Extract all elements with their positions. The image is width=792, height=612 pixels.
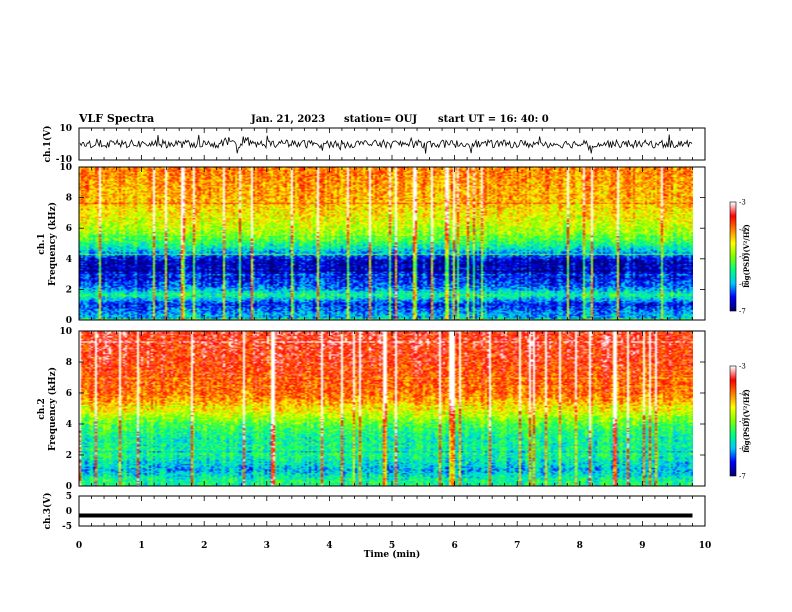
ch2-spectrogram-image: [79, 331, 693, 486]
ch3-ytick-top: 5: [66, 492, 72, 502]
frequency-tick-label: 10: [59, 163, 72, 173]
time-tick-label: 3: [264, 541, 270, 551]
frequency-tick-label: 0: [66, 316, 72, 326]
ch2-spectrogram-ylabel-ch: ch.2: [37, 398, 47, 419]
figure-title: VLF Spectra: [78, 112, 154, 125]
ch1-spectrogram-ylabel-ch: ch.1: [37, 233, 47, 254]
frequency-tick-label: 6: [66, 224, 72, 234]
colorbar-tick-label: -6: [739, 280, 746, 288]
date-label: Jan. 21, 2023: [250, 114, 325, 125]
ch1-spectrogram-image: [79, 167, 693, 320]
ch1-colorbar-ticks: -3 -4 -5 -6 -7: [739, 199, 746, 316]
ch1-colorbar-label: log(PSD)(V²/Hz): [742, 224, 751, 288]
colorbar-tick-label: -5: [739, 253, 746, 261]
ch1-spectrogram-yticks: 0 2 4 6 8 10: [59, 163, 705, 326]
ch1-waveform-trace: [79, 134, 693, 154]
colorbar-tick-label: -3: [739, 363, 746, 371]
time-tick-label: 0: [76, 541, 82, 551]
colorbar-tick-label: -3: [739, 199, 746, 207]
ch1-waveform-ylabel: ch.1(V): [42, 126, 53, 163]
ch3-ytick-mid: 0: [66, 507, 72, 517]
time-tick-label: 9: [639, 541, 645, 551]
frequency-tick-label: 10: [59, 327, 72, 337]
frequency-tick-label: 2: [66, 451, 72, 461]
cb1-gradient: [730, 202, 736, 311]
time-tick-label: 1: [138, 541, 144, 551]
start-time-label: start UT = 16: 40: 0: [438, 114, 549, 125]
ch1-ytick-top: 10: [59, 124, 72, 134]
frequency-tick-label: 8: [66, 358, 72, 368]
frequency-tick-label: 2: [66, 285, 72, 295]
colorbar-tick-label: -4: [739, 390, 746, 398]
time-axis-ticks: [78, 128, 706, 526]
frequency-tick-label: 4: [66, 255, 72, 265]
time-tick-label: 5: [389, 541, 395, 551]
frequency-tick-label: 8: [66, 194, 72, 204]
time-axis-label: Time (min): [364, 549, 421, 560]
ch2-colorbar-ticks: -3 -4 -5 -6 -7: [739, 363, 746, 481]
station-label: station= OUJ: [344, 114, 417, 125]
time-tick-label: 8: [577, 541, 583, 551]
colorbar-tick-label: -6: [739, 445, 746, 453]
ch1-ytick-bottom: -10: [56, 155, 72, 165]
time-tick-label: 2: [201, 541, 207, 551]
time-tick-label: 4: [326, 541, 332, 551]
colorbar-tick-label: -7: [739, 308, 746, 316]
ch1-spectrogram-ylabel-freq: Frequency (kHz): [47, 202, 58, 286]
cb2-gradient: [730, 366, 736, 476]
time-tick-label: 6: [451, 541, 457, 551]
time-axis-tick-labels: 0 1 2 3 4 5 6 7 8 9 10: [76, 541, 711, 551]
colorbar-tick-label: -4: [739, 226, 746, 234]
ch3-waveform-ylabel: ch.3(V): [42, 493, 53, 530]
colorbar-tick-label: -5: [739, 418, 746, 426]
frequency-tick-label: 0: [66, 482, 72, 492]
ch2-spectrogram-yticks: 0 2 4 6 8 10: [59, 327, 705, 492]
colorbar-tick-label: -7: [739, 473, 746, 481]
ch3-ytick-bottom: -5: [62, 522, 72, 532]
time-tick-label: 10: [699, 541, 712, 551]
frequency-tick-label: 4: [66, 420, 72, 430]
time-tick-label: 7: [514, 541, 520, 551]
ch2-colorbar-label: log(PSD)(V²/Hz): [742, 389, 751, 453]
ch2-spectrogram-ylabel-freq: Frequency (kHz): [47, 367, 58, 451]
frequency-tick-label: 6: [66, 389, 72, 399]
